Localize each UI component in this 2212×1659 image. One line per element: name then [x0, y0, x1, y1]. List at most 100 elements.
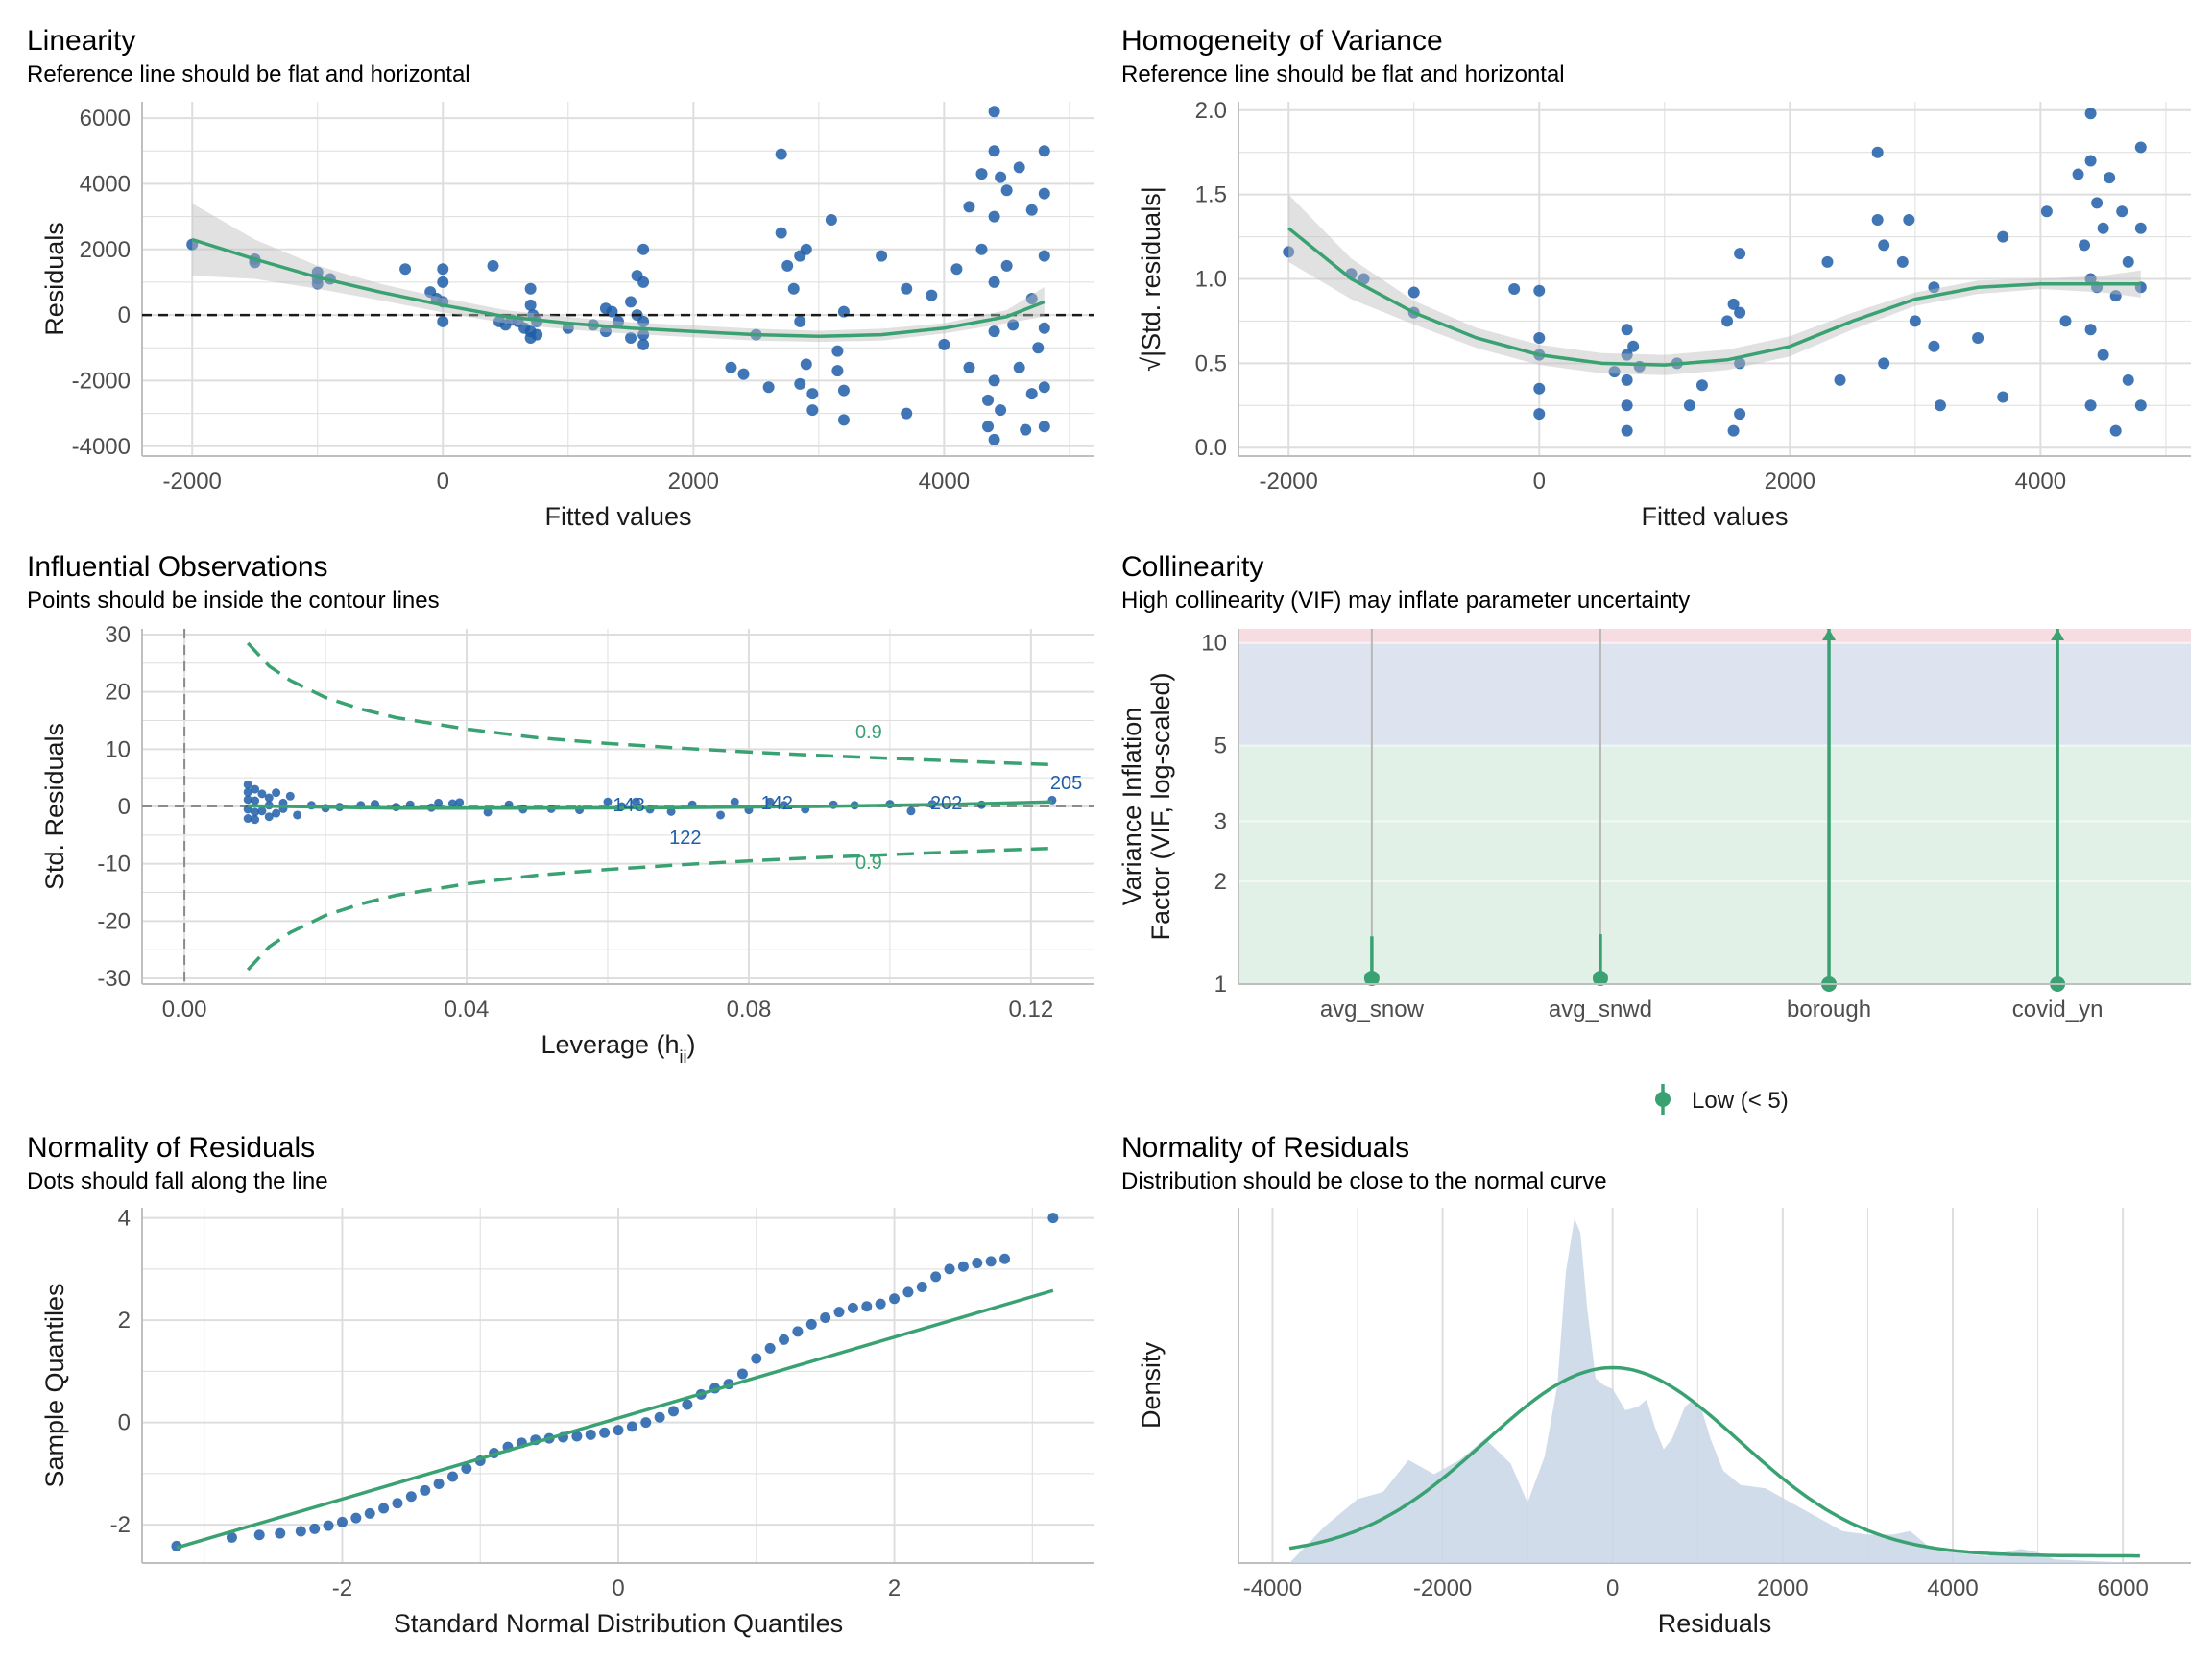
density-xtick-label: 6000 [2097, 1575, 2148, 1601]
qq-point [1047, 1213, 1059, 1224]
collinearity-legend-label: Low (< 5) [1692, 1088, 1789, 1114]
qq-point [999, 1253, 1011, 1264]
linearity-point [1007, 319, 1020, 331]
homogeneity-points [1283, 108, 2147, 437]
linearity-point [982, 394, 995, 406]
linearity-point [982, 421, 995, 433]
influential-point [243, 795, 252, 805]
qq-point [350, 1512, 362, 1524]
qq-point [309, 1523, 321, 1534]
influential-contour-lower-line [246, 846, 1052, 972]
influential-point-label: 143 [613, 795, 644, 816]
linearity-xtick-label: 2000 [668, 469, 719, 494]
homogeneity-point [1871, 214, 1884, 226]
qq-point [972, 1257, 983, 1268]
linearity-point [800, 358, 812, 371]
influential-point [272, 808, 281, 818]
homogeneity-xtick-label: 4000 [2015, 469, 2066, 494]
homogeneity-ytick-label: 0.0 [1195, 435, 1227, 461]
qq-xtick-label: 2 [888, 1575, 901, 1601]
linearity-point [1013, 161, 1025, 174]
linearity-point [1013, 361, 1025, 373]
homogeneity-point [1627, 340, 1640, 352]
homogeneity-grid [1238, 102, 2191, 456]
homogeneity-y-axis-label: √|Std. residuals| [1137, 186, 1166, 371]
density-title: Normality of Residuals [1121, 1132, 1409, 1164]
qq-point [916, 1282, 927, 1293]
qq-point [626, 1421, 637, 1432]
influential-xtick-label: 0.12 [1009, 997, 1054, 1022]
influential-point [765, 797, 775, 806]
qq-point [461, 1463, 472, 1475]
qq-ytick-label: -2 [110, 1512, 131, 1538]
linearity-title: Linearity [27, 25, 135, 57]
linearity-point [637, 243, 650, 255]
density-y-axis-label: Density [1137, 1341, 1166, 1429]
linearity-smooth-line [191, 237, 1046, 339]
collinearity-panel: Collinearity High collinearity (VIF) may … [1118, 551, 2191, 1115]
qq-point [764, 1342, 776, 1354]
influential-ytick-label: -30 [97, 966, 131, 992]
influential-contour-label: 0.9 [855, 722, 882, 743]
linearity-ytick-label: 0 [118, 302, 131, 328]
homogeneity-point [2109, 290, 2122, 302]
qq-point [378, 1503, 390, 1514]
homogeneity-point [1695, 379, 1708, 392]
homogeneity-point [1533, 382, 1546, 395]
homogeneity-ytick-label: 2.0 [1195, 98, 1227, 124]
collinearity-vif-point [1592, 970, 1608, 986]
influential-x-axis-label-subscript: ii [680, 1047, 687, 1067]
influential-contour-label: 0.9 [855, 853, 882, 874]
collinearity-vif-point [1363, 970, 1380, 986]
homogeneity-point [1871, 146, 1884, 158]
homogeneity-point [1621, 324, 1633, 336]
linearity-point [963, 361, 975, 373]
influential-point [603, 797, 613, 806]
linearity-point [800, 243, 812, 255]
homogeneity-point [1683, 399, 1695, 412]
homogeneity-point [2134, 222, 2147, 234]
homogeneity-point [2122, 373, 2134, 386]
influential-point [631, 797, 640, 806]
influential-point-label: 122 [669, 828, 701, 849]
qq-ytick-label: 4 [118, 1206, 131, 1232]
linearity-point [775, 148, 787, 160]
qq-ytick-label: 2 [118, 1308, 131, 1334]
homogeneity-point [2084, 155, 2097, 167]
linearity-point [876, 250, 888, 262]
linearity-point [975, 243, 988, 255]
collinearity-title: Collinearity [1121, 551, 1263, 583]
linearity-point [1025, 204, 1038, 216]
qq-point [792, 1326, 804, 1337]
density-subtitle: Distribution should be close to the norm… [1121, 1168, 1607, 1194]
linearity-point [524, 282, 537, 295]
linearity-point [975, 168, 988, 180]
collinearity-ytick-label: 10 [1201, 631, 1227, 657]
homogeneity-subtitle: Reference line should be flat and horizo… [1121, 61, 1565, 87]
homogeneity-point [2116, 205, 2128, 218]
homogeneity-point [1533, 284, 1546, 297]
qq-point [640, 1417, 652, 1429]
influential-ytick-label: 10 [105, 736, 131, 762]
influential-x-axis-label-close: ) [687, 1030, 696, 1059]
linearity-point [806, 388, 819, 400]
qq-point [420, 1484, 431, 1496]
influential-point [447, 799, 457, 808]
homogeneity-point [1621, 373, 1633, 386]
linearity-point [737, 368, 750, 380]
homogeneity-point [1972, 332, 1984, 344]
linearity-point [1000, 184, 1013, 197]
linearity-ytick-label: 4000 [80, 171, 131, 197]
collinearity-ytick-label: 1 [1214, 972, 1227, 998]
linearity-point [437, 263, 449, 276]
density-xtick-label: -2000 [1413, 1575, 1472, 1601]
homogeneity-point [1878, 239, 1890, 252]
homogeneity-point [1608, 366, 1621, 378]
qq-point [889, 1293, 901, 1305]
linearity-point [1038, 322, 1050, 334]
linearity-point [562, 322, 574, 334]
linearity-point [950, 263, 963, 276]
linearity-point [1000, 259, 1013, 272]
collinearity-legend-key-point [1655, 1092, 1671, 1107]
